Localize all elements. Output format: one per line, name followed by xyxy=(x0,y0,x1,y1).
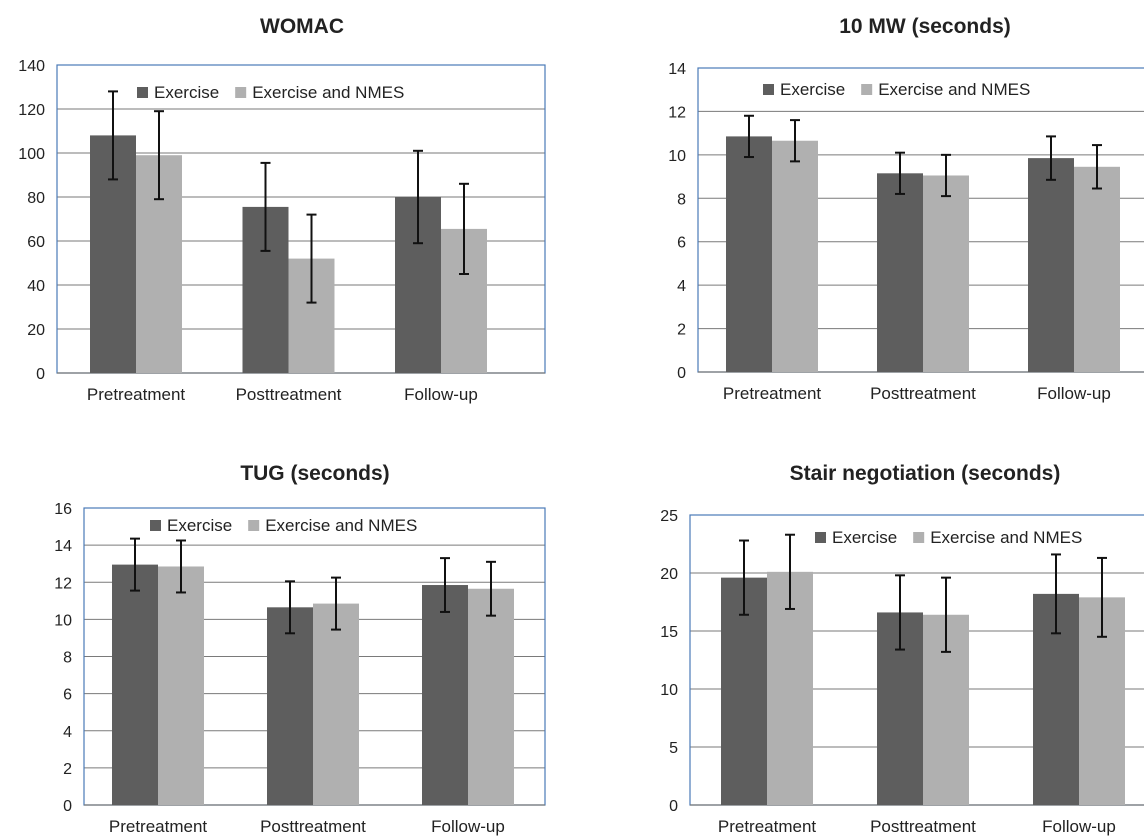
legend-label-exercise: Exercise xyxy=(832,528,897,547)
y-tick-label: 8 xyxy=(63,650,72,667)
bar-exercise-nmes xyxy=(158,566,204,805)
chart-panel-2: 10 MW (seconds) 0 2 4 6 8 10 12 14 Pretreatment Po… xyxy=(668,15,1144,403)
bar-exercise-nmes xyxy=(923,175,969,372)
y-tick-label: 10 xyxy=(668,148,686,165)
y-tick-label: 0 xyxy=(669,798,678,815)
bar-exercise-nmes xyxy=(468,588,514,805)
y-tick-label: 6 xyxy=(677,235,686,252)
legend-label-exercise-nmes: Exercise and NMES xyxy=(930,528,1082,547)
y-tick-label: 0 xyxy=(36,366,45,383)
bar-exercise xyxy=(877,173,923,372)
bar-exercise xyxy=(726,136,772,372)
legend-label-exercise-nmes: Exercise and NMES xyxy=(878,80,1030,99)
y-tick-label: 20 xyxy=(660,566,678,583)
y-tick-label: 5 xyxy=(669,740,678,757)
y-tick-label: 12 xyxy=(668,104,686,121)
chart-panel-3: TUG (seconds) 0 2 4 6 8 10 12 14 16 Pretreatment Po… xyxy=(54,462,546,836)
y-tick-label: 8 xyxy=(677,191,686,208)
chart-panel-4: Stair negotiation (seconds) 0 5 10 15 20 25 Pre… xyxy=(660,462,1144,836)
y-tick-label: 14 xyxy=(54,538,72,555)
x-category-label: Pretreatment xyxy=(718,817,817,836)
x-category-label: Posttreatment xyxy=(870,384,976,403)
chart-title: Stair negotiation (seconds) xyxy=(790,462,1061,485)
y-tick-label: 100 xyxy=(18,146,45,163)
legend-swatch-exercise-nmes xyxy=(235,87,247,98)
bar-exercise-nmes xyxy=(767,571,813,805)
y-tick-label: 10 xyxy=(54,612,72,629)
legend-swatch-exercise-nmes xyxy=(248,520,260,531)
legend-swatch-exercise-nmes xyxy=(861,84,873,95)
y-tick-label: 6 xyxy=(63,687,72,704)
x-category-label: Follow-up xyxy=(1042,817,1116,836)
y-tick-label: 40 xyxy=(27,278,45,295)
bar-exercise xyxy=(422,585,468,805)
x-category-label: Follow-up xyxy=(1037,384,1111,403)
legend-swatch-exercise xyxy=(150,520,161,531)
y-tick-label: 2 xyxy=(63,761,72,778)
chart-title: TUG (seconds) xyxy=(240,462,389,485)
legend-swatch-exercise xyxy=(815,532,826,543)
x-category-label: Posttreatment xyxy=(260,817,366,836)
bar-exercise xyxy=(112,564,158,805)
y-tick-label: 120 xyxy=(18,102,45,119)
x-category-label: Posttreatment xyxy=(870,817,976,836)
y-tick-label: 25 xyxy=(660,508,678,525)
x-category-label: Pretreatment xyxy=(109,817,208,836)
y-tick-label: 10 xyxy=(660,682,678,699)
y-tick-label: 2 xyxy=(677,322,686,339)
y-tick-label: 14 xyxy=(668,61,686,78)
y-tick-label: 4 xyxy=(677,278,686,295)
chart-title: 10 MW (seconds) xyxy=(839,15,1011,38)
legend-label-exercise-nmes: Exercise and NMES xyxy=(252,83,404,102)
y-tick-label: 60 xyxy=(27,234,45,251)
y-tick-label: 12 xyxy=(54,575,72,592)
y-tick-label: 80 xyxy=(27,190,45,207)
y-tick-label: 15 xyxy=(660,624,678,641)
bar-exercise-nmes xyxy=(313,603,359,805)
legend-label-exercise-nmes: Exercise and NMES xyxy=(265,516,417,535)
y-tick-label: 20 xyxy=(27,322,45,339)
y-tick-label: 140 xyxy=(18,58,45,75)
y-tick-label: 0 xyxy=(63,798,72,815)
legend-swatch-exercise-nmes xyxy=(913,532,925,543)
bar-exercise-nmes xyxy=(772,140,818,372)
chart-title: WOMAC xyxy=(260,15,344,38)
bar-exercise xyxy=(1028,158,1074,372)
x-category-label: Follow-up xyxy=(404,385,478,404)
legend-label-exercise: Exercise xyxy=(167,516,232,535)
y-tick-label: 16 xyxy=(54,501,72,518)
legend-label-exercise: Exercise xyxy=(154,83,219,102)
bar-exercise xyxy=(267,607,313,805)
x-category-label: Follow-up xyxy=(431,817,505,836)
legend-label-exercise: Exercise xyxy=(780,80,845,99)
y-tick-label: 4 xyxy=(63,724,72,741)
chart-panel-1: WOMAC 0 20 40 60 80 100 120 140 Pretreatment Postt… xyxy=(18,15,546,404)
x-category-label: Posttreatment xyxy=(236,385,342,404)
bar-exercise-nmes xyxy=(1074,166,1120,372)
legend-swatch-exercise xyxy=(763,84,774,95)
legend-swatch-exercise xyxy=(137,87,148,98)
x-category-label: Pretreatment xyxy=(723,384,822,403)
x-category-label: Pretreatment xyxy=(87,385,186,404)
y-tick-label: 0 xyxy=(677,365,686,382)
